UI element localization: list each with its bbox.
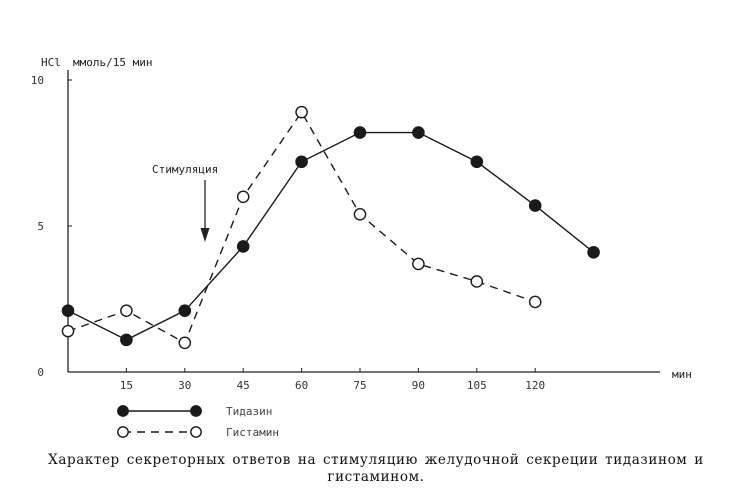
y-axis-unit: ммоль/15 мин bbox=[73, 56, 152, 69]
caption-line-1: Характер секреторных ответов на стимуляц… bbox=[48, 452, 704, 468]
x-tick-label: 75 bbox=[353, 379, 366, 392]
data-point bbox=[61, 324, 75, 338]
figure-caption: Характер секреторных ответов на стимуляц… bbox=[0, 452, 752, 486]
x-axis-unit: мин bbox=[672, 368, 692, 381]
data-point bbox=[470, 275, 484, 288]
x-tick-label: 60 bbox=[295, 379, 308, 392]
data-point bbox=[470, 155, 484, 169]
legend-marker bbox=[190, 405, 202, 417]
y-tick-label: 5 bbox=[37, 220, 44, 233]
data-point bbox=[412, 257, 425, 271]
data-point bbox=[61, 304, 75, 317]
data-point bbox=[353, 126, 367, 139]
data-point bbox=[120, 304, 133, 317]
stimulation-label: Стимуляция bbox=[152, 163, 218, 176]
y-tick-label: 0 bbox=[37, 366, 44, 379]
legend-marker bbox=[190, 426, 202, 438]
stimulation-arrow-head bbox=[200, 228, 210, 242]
data-point bbox=[353, 208, 367, 221]
x-tick-label: 15 bbox=[120, 379, 133, 392]
x-tick-label: 30 bbox=[178, 379, 191, 392]
y-axis-label-group: HCl ммоль/15 мин bbox=[41, 56, 152, 69]
y-axis-label: HCl bbox=[41, 56, 61, 69]
data-point bbox=[120, 333, 133, 347]
data-point bbox=[528, 295, 542, 309]
axes bbox=[67, 70, 660, 373]
series-line-1 bbox=[67, 110, 536, 344]
data-point bbox=[178, 304, 192, 317]
x-tick-label: 105 bbox=[467, 379, 487, 392]
legend-label: Тидазин bbox=[226, 405, 272, 418]
x-tick-label: 90 bbox=[412, 379, 425, 392]
data-point bbox=[295, 105, 308, 119]
ticks: 15 30 45 60 75 90 105 120 0 5 10 bbox=[31, 74, 545, 392]
annotation: Стимуляция bbox=[152, 163, 218, 242]
legend-label: Гистамин bbox=[226, 426, 279, 439]
data-point bbox=[178, 336, 192, 350]
data-point bbox=[412, 126, 425, 139]
legend: Тидазин Гистамин bbox=[117, 405, 279, 439]
y-tick-label: 10 bbox=[31, 74, 44, 87]
x-tick-label: 120 bbox=[525, 379, 545, 392]
data-point bbox=[295, 155, 308, 169]
legend-marker bbox=[117, 405, 129, 417]
data-point bbox=[236, 190, 250, 204]
data-point bbox=[587, 245, 600, 259]
caption-line-2: гистамином. bbox=[327, 469, 425, 485]
series-layer bbox=[61, 105, 600, 350]
data-point bbox=[236, 240, 250, 253]
data-point bbox=[528, 199, 542, 212]
series-line-0 bbox=[67, 131, 595, 341]
x-tick-label: 45 bbox=[237, 379, 250, 392]
legend-marker bbox=[117, 426, 129, 438]
